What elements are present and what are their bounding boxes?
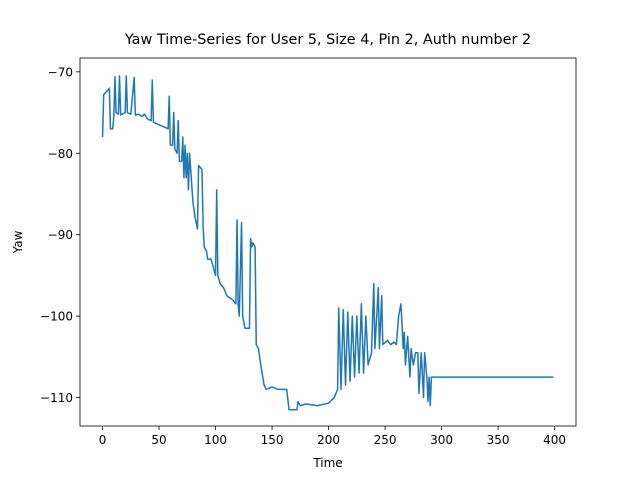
x-tick-label: 400 xyxy=(543,433,566,447)
x-tick-label: 0 xyxy=(99,433,107,447)
x-tick-label: 50 xyxy=(151,433,166,447)
x-tick-label: 100 xyxy=(204,433,227,447)
y-tick-label: −110 xyxy=(40,391,73,405)
x-axis-label: Time xyxy=(312,456,342,470)
data-line xyxy=(101,75,554,411)
x-tick-label: 300 xyxy=(430,433,453,447)
x-tick-label: 150 xyxy=(261,433,284,447)
x-tick-label: 200 xyxy=(317,433,340,447)
y-tick-label: −90 xyxy=(48,228,73,242)
x-tick-label: 350 xyxy=(487,433,510,447)
x-tick-label: 250 xyxy=(374,433,397,447)
plot-frame xyxy=(79,57,577,427)
y-tick-label: −80 xyxy=(48,147,73,161)
chart-title: Yaw Time-Series for User 5, Size 4, Pin … xyxy=(124,32,531,48)
y-tick-label: −70 xyxy=(48,65,73,79)
y-tick-label: −100 xyxy=(40,310,73,324)
y-axis-label: Yaw xyxy=(11,230,25,254)
